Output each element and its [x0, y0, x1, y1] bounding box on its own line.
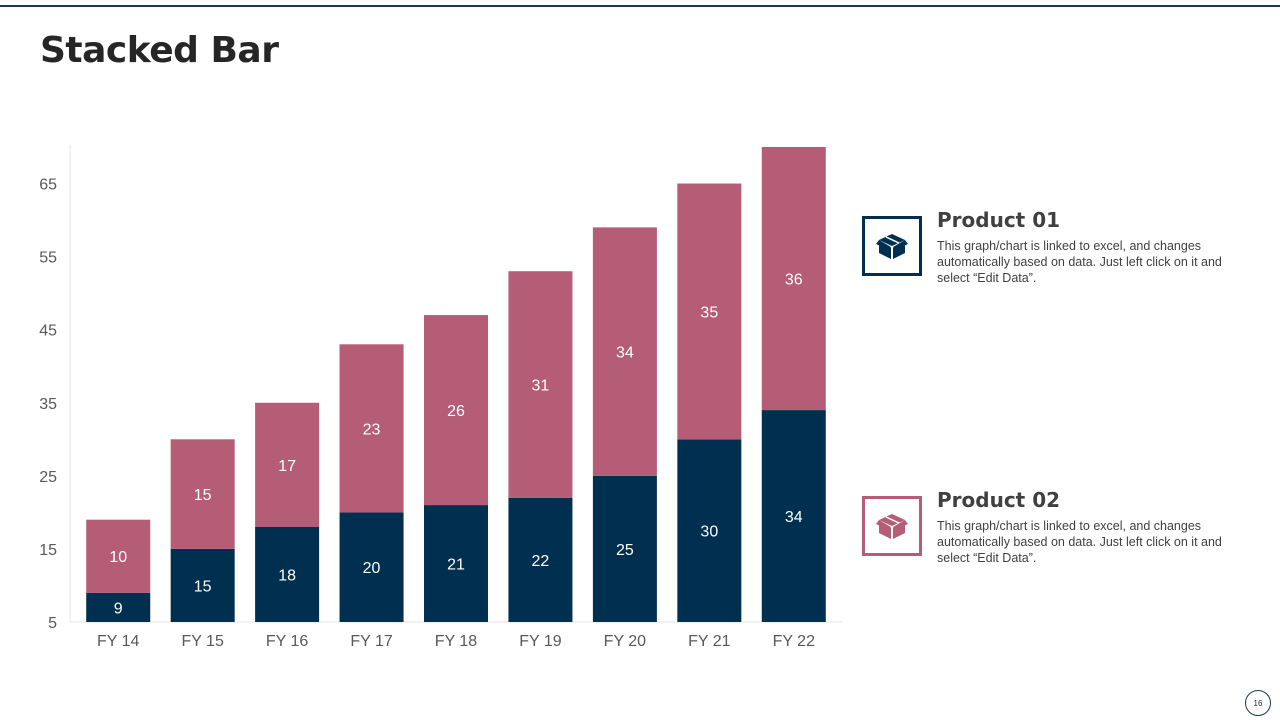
data-label: 15: [194, 578, 212, 595]
x-tick-label: FY 19: [519, 633, 562, 650]
data-label: 21: [447, 557, 465, 574]
legend-product-01: Product 01 This graph/chart is linked to…: [862, 216, 1262, 296]
y-tick-label: 45: [39, 323, 57, 340]
y-tick-label: 55: [39, 250, 57, 267]
x-tick-label: FY 16: [266, 633, 309, 650]
x-tick-label: FY 18: [435, 633, 478, 650]
data-label: 17: [278, 458, 296, 475]
data-label: 30: [700, 524, 718, 541]
legend-icon-box-product-02: [862, 496, 922, 556]
data-label: 36: [785, 272, 803, 289]
data-label: 35: [700, 304, 718, 321]
data-label: 10: [109, 549, 127, 566]
y-tick-label: 35: [39, 396, 57, 413]
legend-icon-box-product-01: [862, 216, 922, 276]
data-label: 18: [278, 568, 296, 585]
data-label: 26: [447, 403, 465, 420]
x-tick-label: FY 15: [181, 633, 224, 650]
y-tick-label: 65: [39, 177, 57, 194]
legend-product-02: Product 02 This graph/chart is linked to…: [862, 496, 1262, 576]
y-tick-label: 15: [39, 542, 57, 559]
stacked-bar-chart: 5 15 25 35 45 55 65 9 10 FY 14 15 15 FY 15 18 17 FY 16 2…: [0, 0, 1280, 720]
x-tick-label: FY 14: [97, 633, 140, 650]
data-label: 15: [194, 487, 212, 504]
data-label: 31: [532, 378, 550, 395]
page-number: 16: [1245, 690, 1271, 716]
x-tick-label: FY 17: [350, 633, 393, 650]
data-label: 22: [532, 553, 550, 570]
x-tick-label: FY 22: [773, 633, 816, 650]
box-icon: [876, 231, 908, 261]
box-icon: [876, 511, 908, 541]
legend-title: Product 02: [937, 488, 1060, 512]
legend-description: This graph/chart is linked to excel, and…: [937, 238, 1257, 286]
data-label: 9: [114, 600, 123, 617]
data-label: 34: [616, 345, 634, 362]
y-tick-label: 25: [39, 469, 57, 486]
data-label: 20: [363, 560, 381, 577]
x-tick-label: FY 20: [604, 633, 647, 650]
y-tick-label: 5: [48, 615, 57, 632]
data-label: 25: [616, 542, 634, 559]
legend-description: This graph/chart is linked to excel, and…: [937, 518, 1257, 566]
legend-title: Product 01: [937, 208, 1060, 232]
data-label: 34: [785, 509, 803, 526]
x-tick-label: FY 21: [688, 633, 731, 650]
data-label: 23: [363, 421, 381, 438]
